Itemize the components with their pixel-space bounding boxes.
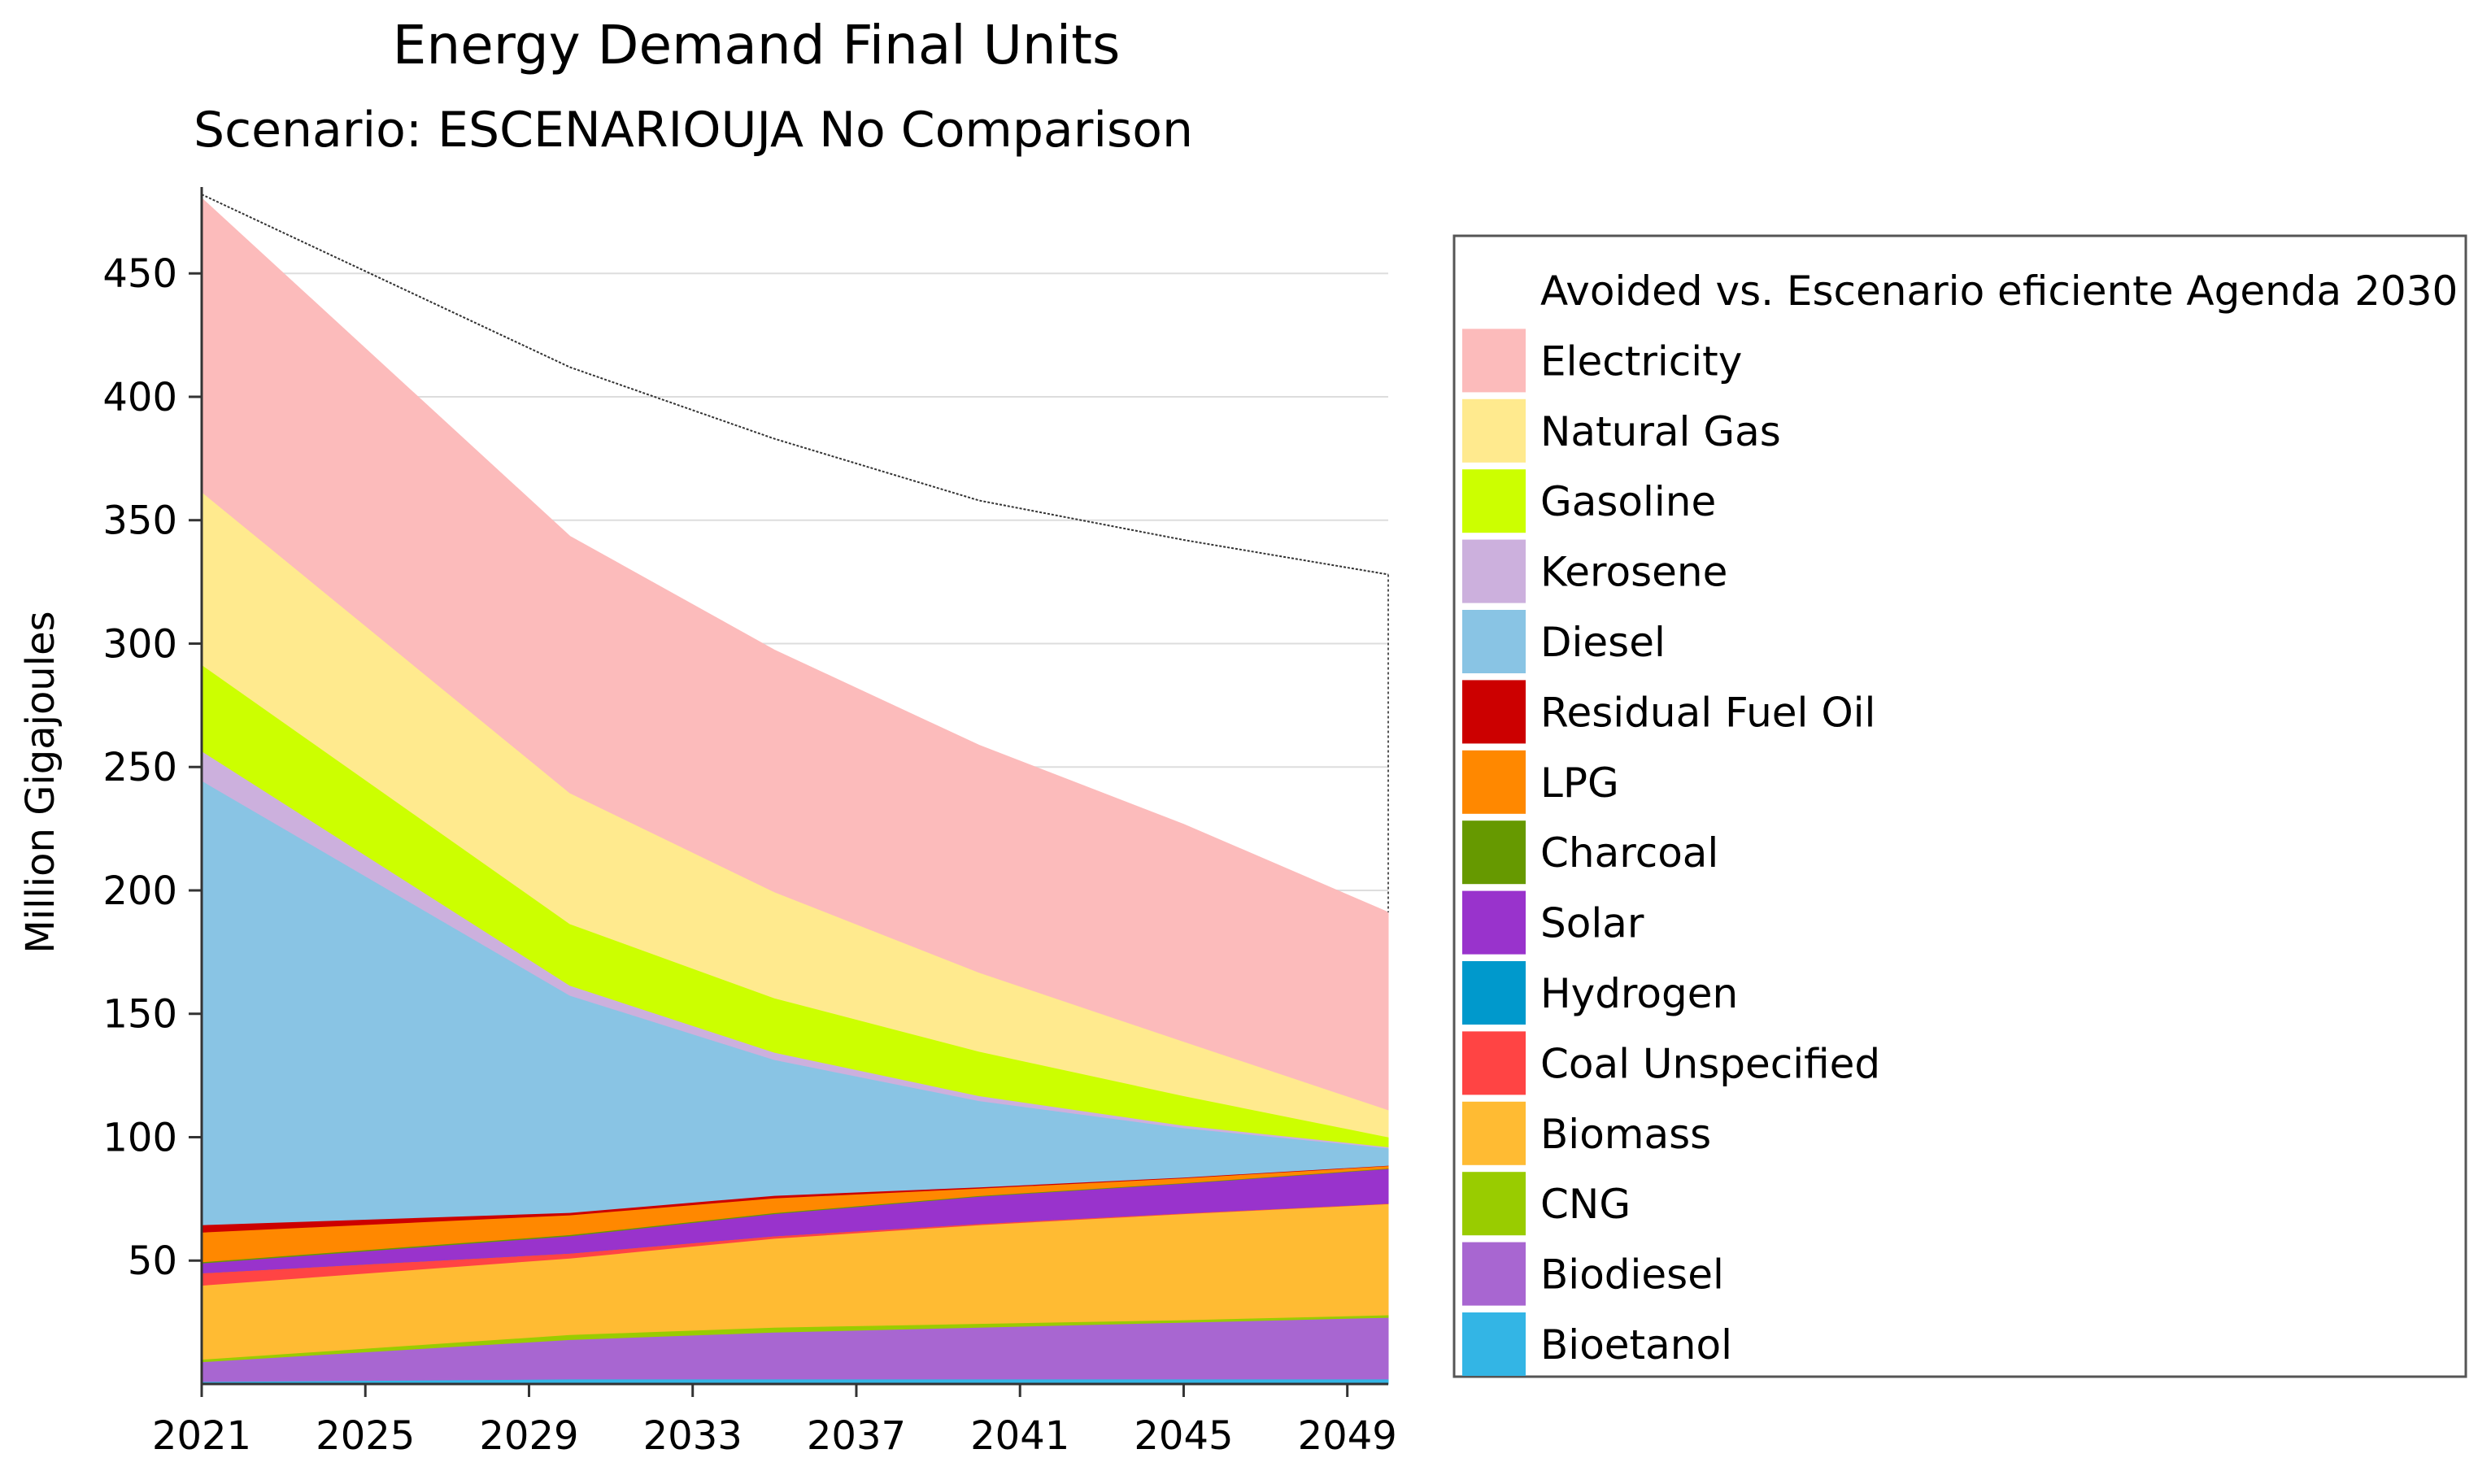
legend-label: Bioetanol	[1540, 1321, 1732, 1369]
area-electricity	[201, 197, 1389, 1111]
legend-label: LPG	[1540, 759, 1619, 807]
y-tick-label: 250	[102, 745, 177, 790]
reference-line-layer	[201, 194, 1389, 913]
legend-swatch	[1462, 469, 1526, 533]
y-tick-label: 50	[128, 1238, 177, 1284]
axes: 50 100 150 200 250 300 350 400 450 2021 2025 2029 20…	[102, 187, 1397, 1459]
legend-swatch	[1462, 1242, 1526, 1306]
legend-swatch	[1462, 539, 1526, 603]
x-tick-label: 2029	[479, 1413, 578, 1459]
legend-label: Residual Fuel Oil	[1540, 689, 1875, 736]
x-tick-label: 2045	[1134, 1413, 1233, 1459]
legend-swatch	[1462, 1101, 1526, 1165]
legend-label: Biodiesel	[1540, 1251, 1724, 1299]
legend-swatch	[1462, 1031, 1526, 1095]
legend-swatch	[1462, 890, 1526, 955]
legend-label: Electricity	[1540, 337, 1742, 385]
y-tick-label: 450	[102, 251, 177, 297]
legend-swatch	[1462, 259, 1526, 322]
stacked-areas	[201, 197, 1389, 1385]
legend-swatch	[1462, 750, 1526, 814]
x-tick-label: 2025	[316, 1413, 415, 1459]
legend-label: Biomass	[1540, 1111, 1711, 1158]
y-tick-label: 400	[102, 375, 177, 420]
legend-label: Solar	[1540, 900, 1644, 947]
legend-swatch	[1462, 680, 1526, 744]
x-tick-label: 2041	[970, 1413, 1069, 1459]
chart-title: Energy Demand Final Units	[393, 14, 1121, 76]
y-tick-label: 300	[102, 621, 177, 667]
legend-swatch	[1462, 961, 1526, 1025]
y-tick-label: 150	[102, 992, 177, 1038]
legend: Avoided vs. Escenario eficiente Agenda 2…	[1452, 234, 2467, 1378]
legend-swatch	[1462, 610, 1526, 673]
x-tick-label: 2049	[1298, 1413, 1397, 1459]
legend-swatch	[1462, 1312, 1526, 1376]
legend-label: Kerosene	[1540, 549, 1727, 596]
legend-label: Charcoal	[1540, 829, 1718, 877]
x-tick-label: 2033	[643, 1413, 743, 1459]
chart-subtitle: Scenario: ESCENARIOUJA No Comparison	[194, 102, 1193, 159]
avoided-reference-line	[201, 194, 1389, 576]
y-tick-label: 350	[102, 498, 177, 544]
x-tick-label: 2037	[807, 1413, 906, 1459]
legend-swatch	[1462, 1172, 1526, 1236]
legend-label: Hydrogen	[1540, 970, 1738, 1017]
legend-label: Diesel	[1540, 619, 1666, 666]
legend-label: Coal Unspecified	[1540, 1040, 1880, 1087]
y-tick-label: 200	[102, 868, 177, 914]
legend-swatch	[1462, 820, 1526, 885]
legend-label: Natural Gas	[1540, 408, 1781, 455]
legend-label: Gasoline	[1540, 478, 1716, 525]
y-tick-label: 100	[102, 1115, 177, 1160]
legend-label: Avoided vs. Escenario eficiente Agenda 2…	[1540, 268, 2458, 315]
legend-box	[1452, 234, 2467, 1378]
legend-swatch	[1462, 329, 1526, 393]
legend-swatch	[1462, 398, 1526, 463]
legend-label: CNG	[1540, 1181, 1631, 1228]
x-tick-label: 2021	[152, 1413, 251, 1459]
y-axis-label: Million Gigajoules	[18, 611, 63, 953]
